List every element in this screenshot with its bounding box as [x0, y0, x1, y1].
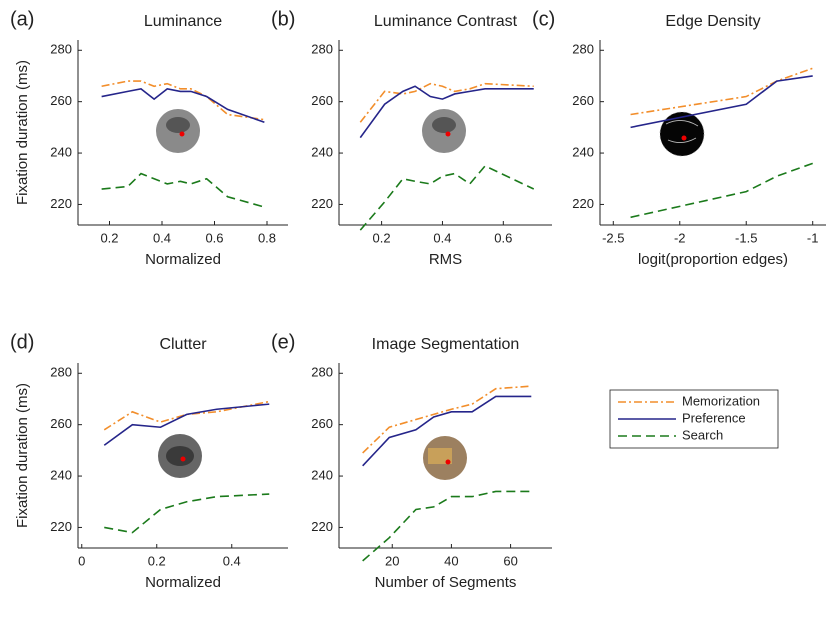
y-tick-label: 260 [311, 93, 333, 108]
x-tick-label: -2.5 [602, 230, 624, 245]
series-line [359, 82, 534, 123]
x-tick-label: -1 [807, 230, 819, 245]
y-tick-label: 220 [311, 519, 333, 534]
legend-label: Preference [682, 410, 746, 425]
y-tick-label: 240 [50, 144, 72, 159]
panel-label: (e) [271, 331, 295, 353]
x-axis-label: logit(proportion edges) [638, 251, 788, 268]
y-tick-label: 220 [50, 196, 72, 211]
series-line [104, 493, 270, 534]
x-tick-label: 0.4 [153, 230, 171, 245]
y-tick-label: 280 [311, 365, 333, 380]
panel-label: (a) [10, 8, 34, 30]
y-tick-label: 260 [572, 93, 594, 108]
series-line [630, 67, 813, 116]
y-tick-label: 240 [311, 144, 333, 159]
series-line [630, 75, 813, 129]
x-axis-label: Number of Segments [375, 574, 517, 591]
series-line [103, 400, 270, 431]
x-tick-label: 0.4 [223, 553, 241, 568]
y-tick-label: 280 [311, 42, 333, 57]
series-line [101, 80, 265, 121]
inset-d [158, 434, 202, 478]
x-tick-label: 40 [444, 553, 458, 568]
x-tick-label: 0.6 [494, 230, 512, 245]
series-line [362, 490, 532, 562]
inset-c [659, 111, 705, 157]
y-tick-label: 280 [50, 365, 72, 380]
inset-a [156, 109, 200, 153]
y-tick-label: 240 [50, 467, 72, 482]
x-tick-label: 0.4 [433, 230, 451, 245]
x-tick-label: 60 [503, 553, 517, 568]
panel-label: (d) [10, 331, 34, 353]
panel-title: Image Segmentation [372, 336, 520, 353]
x-tick-label: 0.2 [100, 230, 118, 245]
y-tick-label: 220 [50, 519, 72, 534]
x-axis-label: Normalized [145, 574, 221, 591]
y-tick-label: 220 [572, 196, 594, 211]
y-tick-label: 260 [50, 416, 72, 431]
series-line [103, 403, 270, 446]
y-tick-label: 260 [311, 416, 333, 431]
x-tick-label: -1.5 [735, 230, 757, 245]
x-tick-label: 0.2 [373, 230, 391, 245]
x-tick-label: 20 [385, 553, 399, 568]
series-line [101, 172, 265, 208]
panel-label: (c) [532, 8, 555, 30]
panel-title: Edge Density [665, 13, 760, 30]
x-axis-label: Normalized [145, 251, 221, 268]
inset-b [422, 109, 466, 153]
x-tick-label: 0.8 [258, 230, 276, 245]
y-tick-label: 220 [311, 196, 333, 211]
panel-title: Luminance [144, 13, 222, 30]
y-tick-label: 240 [572, 144, 594, 159]
series-line [359, 85, 534, 139]
series-line [362, 395, 532, 467]
panel-title: Clutter [159, 336, 207, 353]
x-axis-label: RMS [429, 251, 462, 268]
inset-e [423, 436, 467, 480]
series-line [359, 164, 535, 231]
panel-title: Luminance Contrast [374, 13, 518, 30]
y-tick-label: 280 [50, 42, 72, 57]
series-line [630, 162, 813, 219]
x-tick-label: 0.6 [205, 230, 223, 245]
panel-label: (b) [271, 8, 295, 30]
y-axis-label: Fixation duration (ms) [14, 383, 31, 528]
x-tick-label: 0 [78, 553, 85, 568]
x-tick-label: 0.2 [148, 553, 166, 568]
y-tick-label: 260 [50, 93, 72, 108]
x-tick-label: -2 [674, 230, 686, 245]
y-axis-label: Fixation duration (ms) [14, 60, 31, 205]
series-line [362, 385, 532, 454]
y-tick-label: 280 [572, 42, 594, 57]
legend-label: Memorization [682, 393, 760, 408]
series-line [101, 87, 265, 123]
legend-label: Search [682, 427, 723, 442]
y-tick-label: 240 [311, 467, 333, 482]
